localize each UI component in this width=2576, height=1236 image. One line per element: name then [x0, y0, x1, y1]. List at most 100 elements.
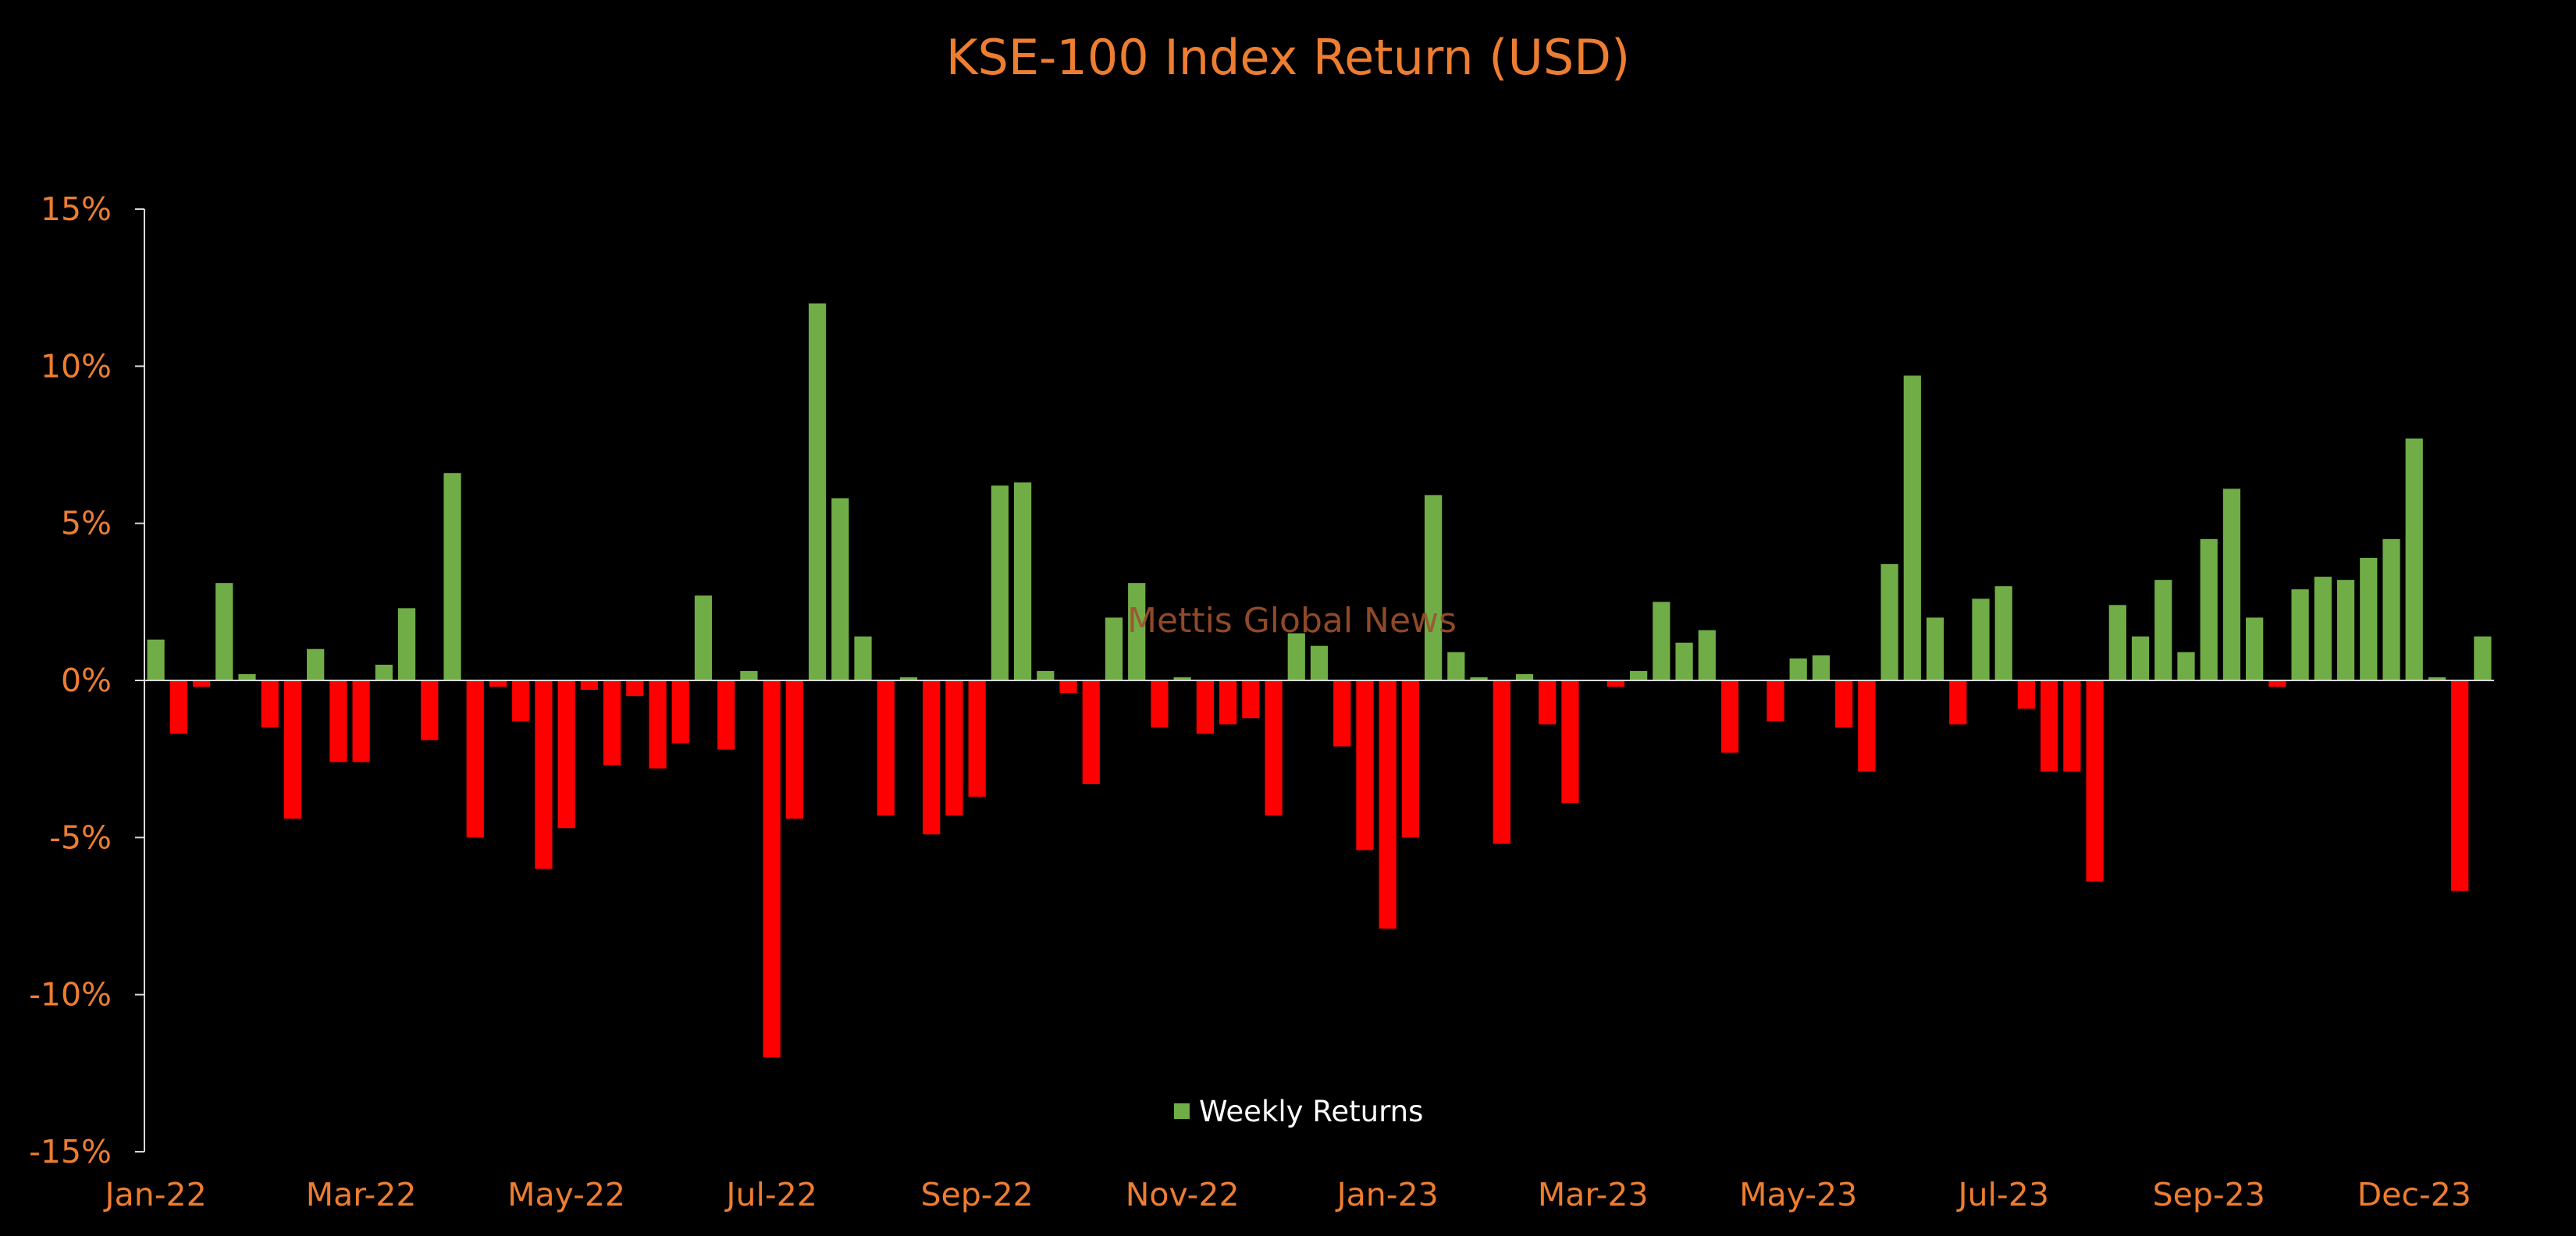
bar [1401, 680, 1419, 838]
x-axis-ticks: Jan-22 Mar-22 May-22 Jul-22 Sep-22 Nov-22 Jan-… [103, 1176, 2471, 1213]
bar [694, 595, 713, 680]
bar [2474, 636, 2492, 680]
bar [1470, 677, 1488, 680]
bar [1653, 602, 1670, 680]
bar [1994, 586, 2012, 680]
bar [1265, 680, 1283, 816]
bar [2063, 680, 2081, 772]
bar [397, 608, 416, 680]
bar [1675, 642, 1693, 680]
y-tick-label: -5% [49, 819, 112, 856]
y-tick-label: 5% [61, 505, 112, 542]
x-tick-label: Sep-22 [921, 1176, 1034, 1213]
bar [923, 680, 941, 835]
bar [329, 680, 347, 762]
bar [877, 680, 895, 816]
bar [2291, 589, 2309, 680]
bar [1606, 680, 1625, 687]
bar [968, 680, 986, 797]
bar [2200, 538, 2218, 680]
bar [785, 680, 803, 819]
bar [307, 648, 325, 680]
bar [2222, 488, 2241, 680]
bar [1037, 670, 1055, 680]
bar [717, 680, 735, 750]
bar [1789, 658, 1807, 680]
bar [1812, 655, 1831, 680]
bar [2268, 680, 2286, 687]
bar [1196, 680, 1214, 734]
axes-group [144, 209, 2494, 1152]
bar [1767, 680, 1784, 722]
bar [1333, 680, 1351, 747]
bar [1720, 680, 1739, 753]
bar [1128, 583, 1146, 680]
y-tick-label: -10% [29, 976, 112, 1014]
bar [2017, 680, 2036, 709]
bar [763, 680, 781, 1058]
bar [2382, 538, 2400, 680]
bar [1082, 680, 1100, 784]
legend: Weekly Returns [1174, 1095, 1423, 1128]
bar [1858, 680, 1876, 772]
bar [831, 498, 849, 680]
bar [421, 680, 439, 741]
bar [443, 473, 461, 680]
bar [1173, 677, 1191, 680]
bar [1561, 680, 1579, 804]
bar [2086, 680, 2104, 882]
x-tick-label: May-23 [1739, 1176, 1857, 1213]
bar [2041, 680, 2058, 772]
bar [1356, 680, 1374, 851]
bar [2154, 580, 2172, 680]
bar [1698, 630, 1716, 680]
y-axis-ticks: 15% 10% 5% 0% -5% -10% -15% [29, 190, 144, 1170]
bar [854, 636, 872, 680]
bar [1835, 680, 1853, 728]
legend-swatch [1174, 1103, 1190, 1119]
bar [1949, 680, 1967, 725]
bar [1310, 645, 1329, 680]
bar [626, 680, 644, 697]
bar [1287, 633, 1305, 680]
bar [215, 583, 233, 680]
bar [1105, 617, 1123, 680]
x-tick-label: May-22 [507, 1176, 625, 1213]
bar [2428, 677, 2446, 680]
bar [1013, 482, 1032, 680]
x-tick-label: Mar-23 [1538, 1176, 1649, 1213]
bar [945, 680, 963, 816]
x-tick-label: Mar-22 [306, 1176, 417, 1213]
bar [261, 680, 279, 728]
bar [1926, 617, 1944, 680]
bar [2131, 636, 2150, 680]
bar [147, 639, 165, 680]
y-tick-label: 15% [41, 190, 112, 228]
bar [808, 303, 827, 680]
bar [2336, 580, 2355, 680]
bar [1493, 680, 1510, 844]
bar [580, 680, 598, 691]
bar [1242, 680, 1260, 719]
bar [1425, 495, 1443, 680]
bars-group [147, 303, 2492, 1058]
bar [557, 680, 575, 829]
bar [535, 680, 553, 869]
bar [1539, 680, 1557, 725]
x-tick-label: Jan-22 [103, 1176, 207, 1213]
x-tick-label: Sep-23 [2153, 1176, 2265, 1213]
bar [603, 680, 621, 765]
bar [2405, 438, 2423, 680]
bar [352, 680, 370, 762]
x-tick-label: Jul-22 [724, 1176, 817, 1213]
bar [1059, 680, 1077, 694]
bar [899, 677, 918, 680]
bar [1972, 598, 1990, 680]
bar [2360, 557, 2378, 680]
bar [283, 680, 302, 819]
bar [1880, 564, 1898, 680]
bar [2314, 577, 2332, 680]
bar [238, 673, 256, 680]
y-tick-label: -15% [29, 1133, 112, 1170]
